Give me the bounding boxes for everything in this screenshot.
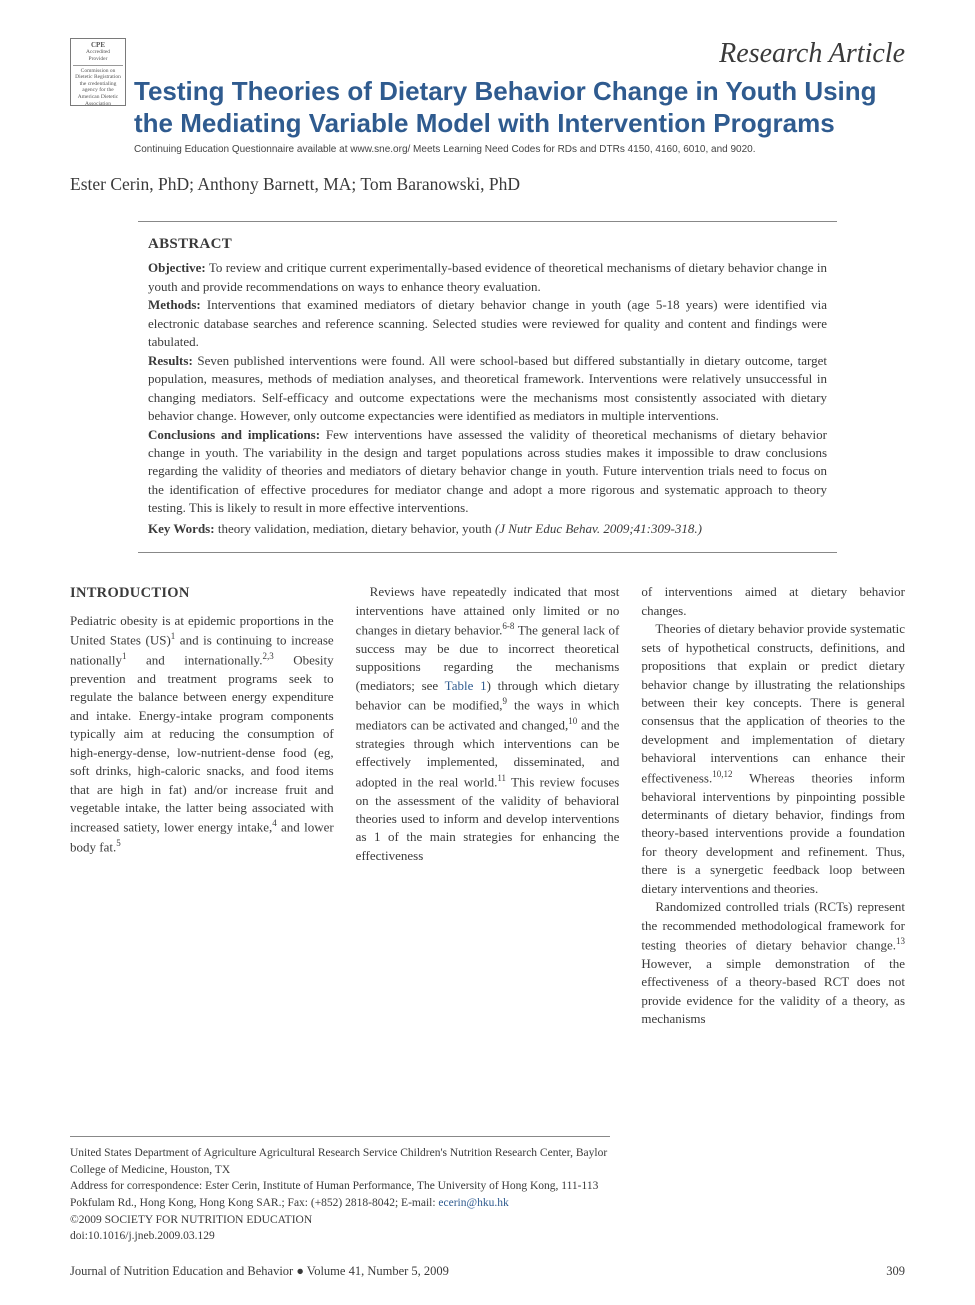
body-columns: INTRODUCTION Pediatric obesity is at epi… — [70, 583, 905, 1029]
cpe-accredited-badge: CPE Accredited Provider Commission on Di… — [70, 38, 126, 106]
doi-line: doi:10.1016/j.jneb.2009.03.129 — [70, 1228, 610, 1245]
introduction-heading: INTRODUCTION — [70, 583, 334, 604]
page-number: 309 — [886, 1264, 905, 1279]
authors-list: Ester Cerin, PhD; Anthony Barnett, MA; T… — [70, 174, 905, 195]
citation-ref: 5 — [116, 838, 121, 848]
body-paragraph: Pediatric obesity is at epidemic proport… — [70, 612, 334, 857]
citation-ref: 10 — [568, 716, 577, 726]
badge-line: Provider — [73, 56, 123, 63]
citation-ref: 10,12 — [712, 769, 732, 779]
abstract-label: Methods: — [148, 297, 201, 312]
abstract-label: Results: — [148, 353, 193, 368]
article-type: Research Article — [70, 38, 905, 70]
page-footer: Journal of Nutrition Education and Behav… — [70, 1264, 905, 1279]
body-paragraph: Theories of dietary behavior provide sys… — [641, 620, 905, 898]
table-ref-link[interactable]: Table 1 — [445, 678, 487, 693]
journal-citation: Journal of Nutrition Education and Behav… — [70, 1264, 449, 1279]
abstract-conclusions: Conclusions and implications: Few interv… — [148, 426, 827, 518]
body-paragraph: of interventions aimed at dietary behavi… — [641, 583, 905, 620]
abstract-text: theory validation, mediation, dietary be… — [215, 521, 495, 536]
column-1: INTRODUCTION Pediatric obesity is at epi… — [70, 583, 334, 1029]
copyright-line: ©2009 SOCIETY FOR NUTRITION EDUCATION — [70, 1212, 610, 1229]
abstract-text: Seven published interventions were found… — [148, 353, 827, 423]
affiliation-block: United States Department of Agriculture … — [70, 1136, 610, 1245]
abstract-keywords: Key Words: theory validation, mediation,… — [148, 520, 827, 538]
abstract-heading: ABSTRACT — [148, 236, 827, 253]
affiliation-line: United States Department of Agriculture … — [70, 1145, 610, 1178]
abstract-section: ABSTRACT Objective: To review and critiq… — [138, 221, 837, 553]
column-2: Reviews have repeatedly indicated that m… — [356, 583, 620, 1029]
abstract-methods: Methods: Interventions that examined med… — [148, 296, 827, 351]
badge-line: Accredited — [73, 49, 123, 56]
abstract-citation: (J Nutr Educ Behav. 2009;41:309-318.) — [495, 521, 702, 536]
column-3: of interventions aimed at dietary behavi… — [641, 583, 905, 1029]
abstract-label: Objective: — [148, 260, 206, 275]
abstract-label: Conclusions and implications: — [148, 427, 320, 442]
email-link[interactable]: ecerin@hku.hk — [438, 1197, 508, 1209]
citation-ref: 13 — [896, 936, 905, 946]
citation-ref: 2,3 — [262, 651, 273, 661]
continuing-education-note: Continuing Education Questionnaire avail… — [70, 143, 905, 156]
citation-ref: 6-8 — [502, 621, 514, 631]
abstract-objective: Objective: To review and critique curren… — [148, 259, 827, 296]
abstract-text: Interventions that examined mediators of… — [148, 297, 827, 349]
body-paragraph: Randomized controlled trials (RCTs) repr… — [641, 898, 905, 1029]
article-title: Testing Theories of Dietary Behavior Cha… — [70, 76, 905, 139]
abstract-label: Key Words: — [148, 521, 215, 536]
abstract-text: To review and critique current experimen… — [148, 260, 827, 293]
correspondence-line: Address for correspondence: Ester Cerin,… — [70, 1178, 610, 1211]
body-paragraph: Reviews have repeatedly indicated that m… — [356, 583, 620, 865]
abstract-results: Results: Seven published interventions w… — [148, 352, 827, 426]
citation-ref: 11 — [497, 773, 506, 783]
badge-line: the credentialing agency for the America… — [73, 81, 123, 107]
badge-line: CPE — [73, 41, 123, 49]
badge-line: Commission on Dietetic Registration — [73, 65, 123, 81]
